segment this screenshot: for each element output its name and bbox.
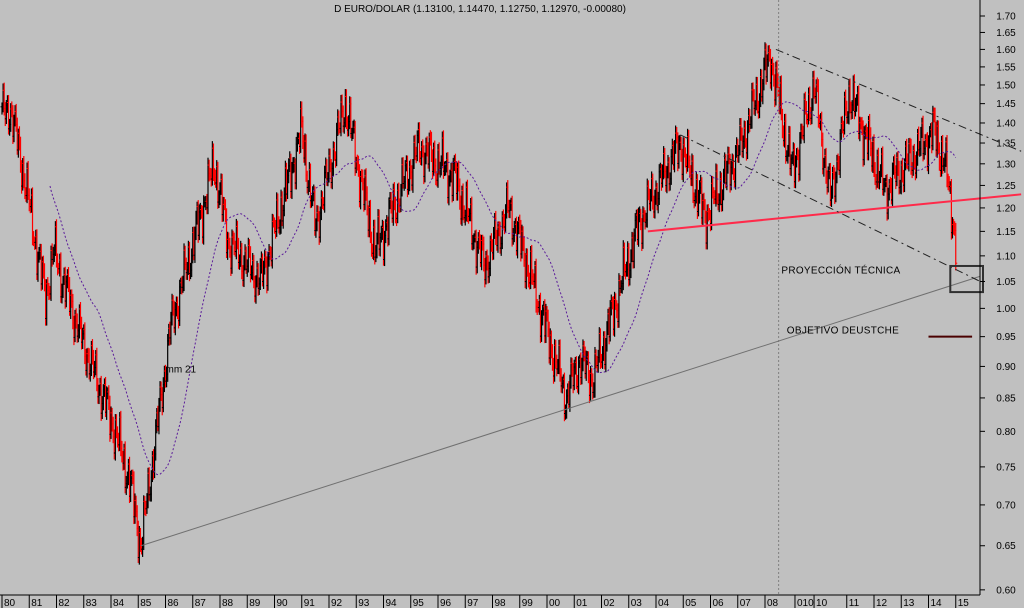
x-tick-label: 82 xyxy=(59,598,71,608)
x-tick-label: 87 xyxy=(195,598,207,608)
long-term-support-line xyxy=(140,275,981,547)
y-tick-label: 0.80 xyxy=(996,427,1016,438)
x-tick-label: 06 xyxy=(713,598,725,608)
y-tick-label: 1.10 xyxy=(996,251,1016,262)
x-tick-label: 11 xyxy=(849,598,860,608)
y-tick-label: 1.15 xyxy=(996,227,1016,238)
y-tick-label: 0.70 xyxy=(996,500,1016,511)
x-tick-label: 12 xyxy=(876,598,888,608)
x-tick-label: 81 xyxy=(31,598,43,608)
price-bars xyxy=(0,42,958,565)
x-tick-label: 02 xyxy=(604,598,616,608)
x-tick-label: 89 xyxy=(249,598,261,608)
x-tick-label: 98 xyxy=(495,598,507,608)
y-tick-label: 0.75 xyxy=(996,462,1016,473)
y-tick-label: 1.35 xyxy=(996,139,1016,150)
moving-average-line xyxy=(49,101,957,476)
x-tick-label: 010 xyxy=(797,598,814,608)
annotation-label: PROYECCIÓN TÉCNICA xyxy=(781,264,900,277)
x-tick-label: 13 xyxy=(903,598,915,608)
x-tick-label: 92 xyxy=(331,598,343,608)
x-tick-label: 93 xyxy=(358,598,370,608)
y-tick-label: 0.90 xyxy=(996,362,1016,373)
y-tick-label: 1.00 xyxy=(996,304,1016,315)
channel-lower-line xyxy=(680,134,981,282)
x-tick-label: 95 xyxy=(413,598,425,608)
y-tick-label: 0.85 xyxy=(996,393,1016,404)
x-tick-label: 05 xyxy=(685,598,697,608)
x-tick-label: 03 xyxy=(631,598,643,608)
trendlines xyxy=(140,0,1022,595)
y-tick-label: 0.65 xyxy=(996,541,1016,552)
x-tick-label: 91 xyxy=(304,598,316,608)
x-tick-label: 85 xyxy=(140,598,152,608)
x-tick-label: 07 xyxy=(740,598,752,608)
y-tick-label: 1.55 xyxy=(996,62,1016,73)
x-tick-label: 04 xyxy=(658,598,670,608)
x-tick-label: 99 xyxy=(522,598,534,608)
x-tick-label: 96 xyxy=(440,598,452,608)
y-tick-label: 0.60 xyxy=(996,585,1016,596)
x-tick-label: 90 xyxy=(277,598,289,608)
y-tick-label: 1.50 xyxy=(996,80,1016,91)
annotations: PROYECCIÓN TÉCNICA OBJETIVO DEUSTCHE mm 21 xyxy=(166,264,901,376)
x-tick-label: 08 xyxy=(767,598,779,608)
y-tick-label: 1.60 xyxy=(996,45,1016,56)
x-tick-label: 01 xyxy=(576,598,588,608)
y-tick-label: 1.70 xyxy=(996,12,1016,23)
x-tick-label: 94 xyxy=(386,598,398,608)
x-tick-label: 80 xyxy=(4,598,16,608)
y-tick-label: 1.20 xyxy=(996,203,1016,214)
moving-average-label: mm 21 xyxy=(166,365,197,376)
y-tick-label: 1.30 xyxy=(996,159,1016,170)
y-tick-label: 1.45 xyxy=(996,99,1016,110)
y-tick-label: 1.25 xyxy=(996,181,1016,192)
projection-box xyxy=(949,264,984,294)
x-tick-label: 15 xyxy=(958,598,970,608)
x-tick-label: 86 xyxy=(168,598,180,608)
x-tick-label: 88 xyxy=(222,598,234,608)
neckline-line xyxy=(647,193,1022,233)
x-tick-label: 97 xyxy=(467,598,479,608)
x-tick-label: 10 xyxy=(816,598,828,608)
x-tick-label: 84 xyxy=(113,598,125,608)
x-tick-label: 83 xyxy=(86,598,98,608)
y-tick-label: 1.05 xyxy=(996,277,1016,288)
y-tick-label: 1.65 xyxy=(996,28,1016,39)
annotation-label: OBJETIVO DEUSTCHE xyxy=(787,326,899,337)
y-tick-label: 1.40 xyxy=(996,118,1016,129)
x-tick-label: 00 xyxy=(549,598,561,608)
y-tick-label: 0.95 xyxy=(996,332,1016,343)
chart-title: D EURO/DOLAR (1.13100, 1.14470, 1.12750,… xyxy=(334,4,626,15)
x-tick-label: 14 xyxy=(931,598,943,608)
